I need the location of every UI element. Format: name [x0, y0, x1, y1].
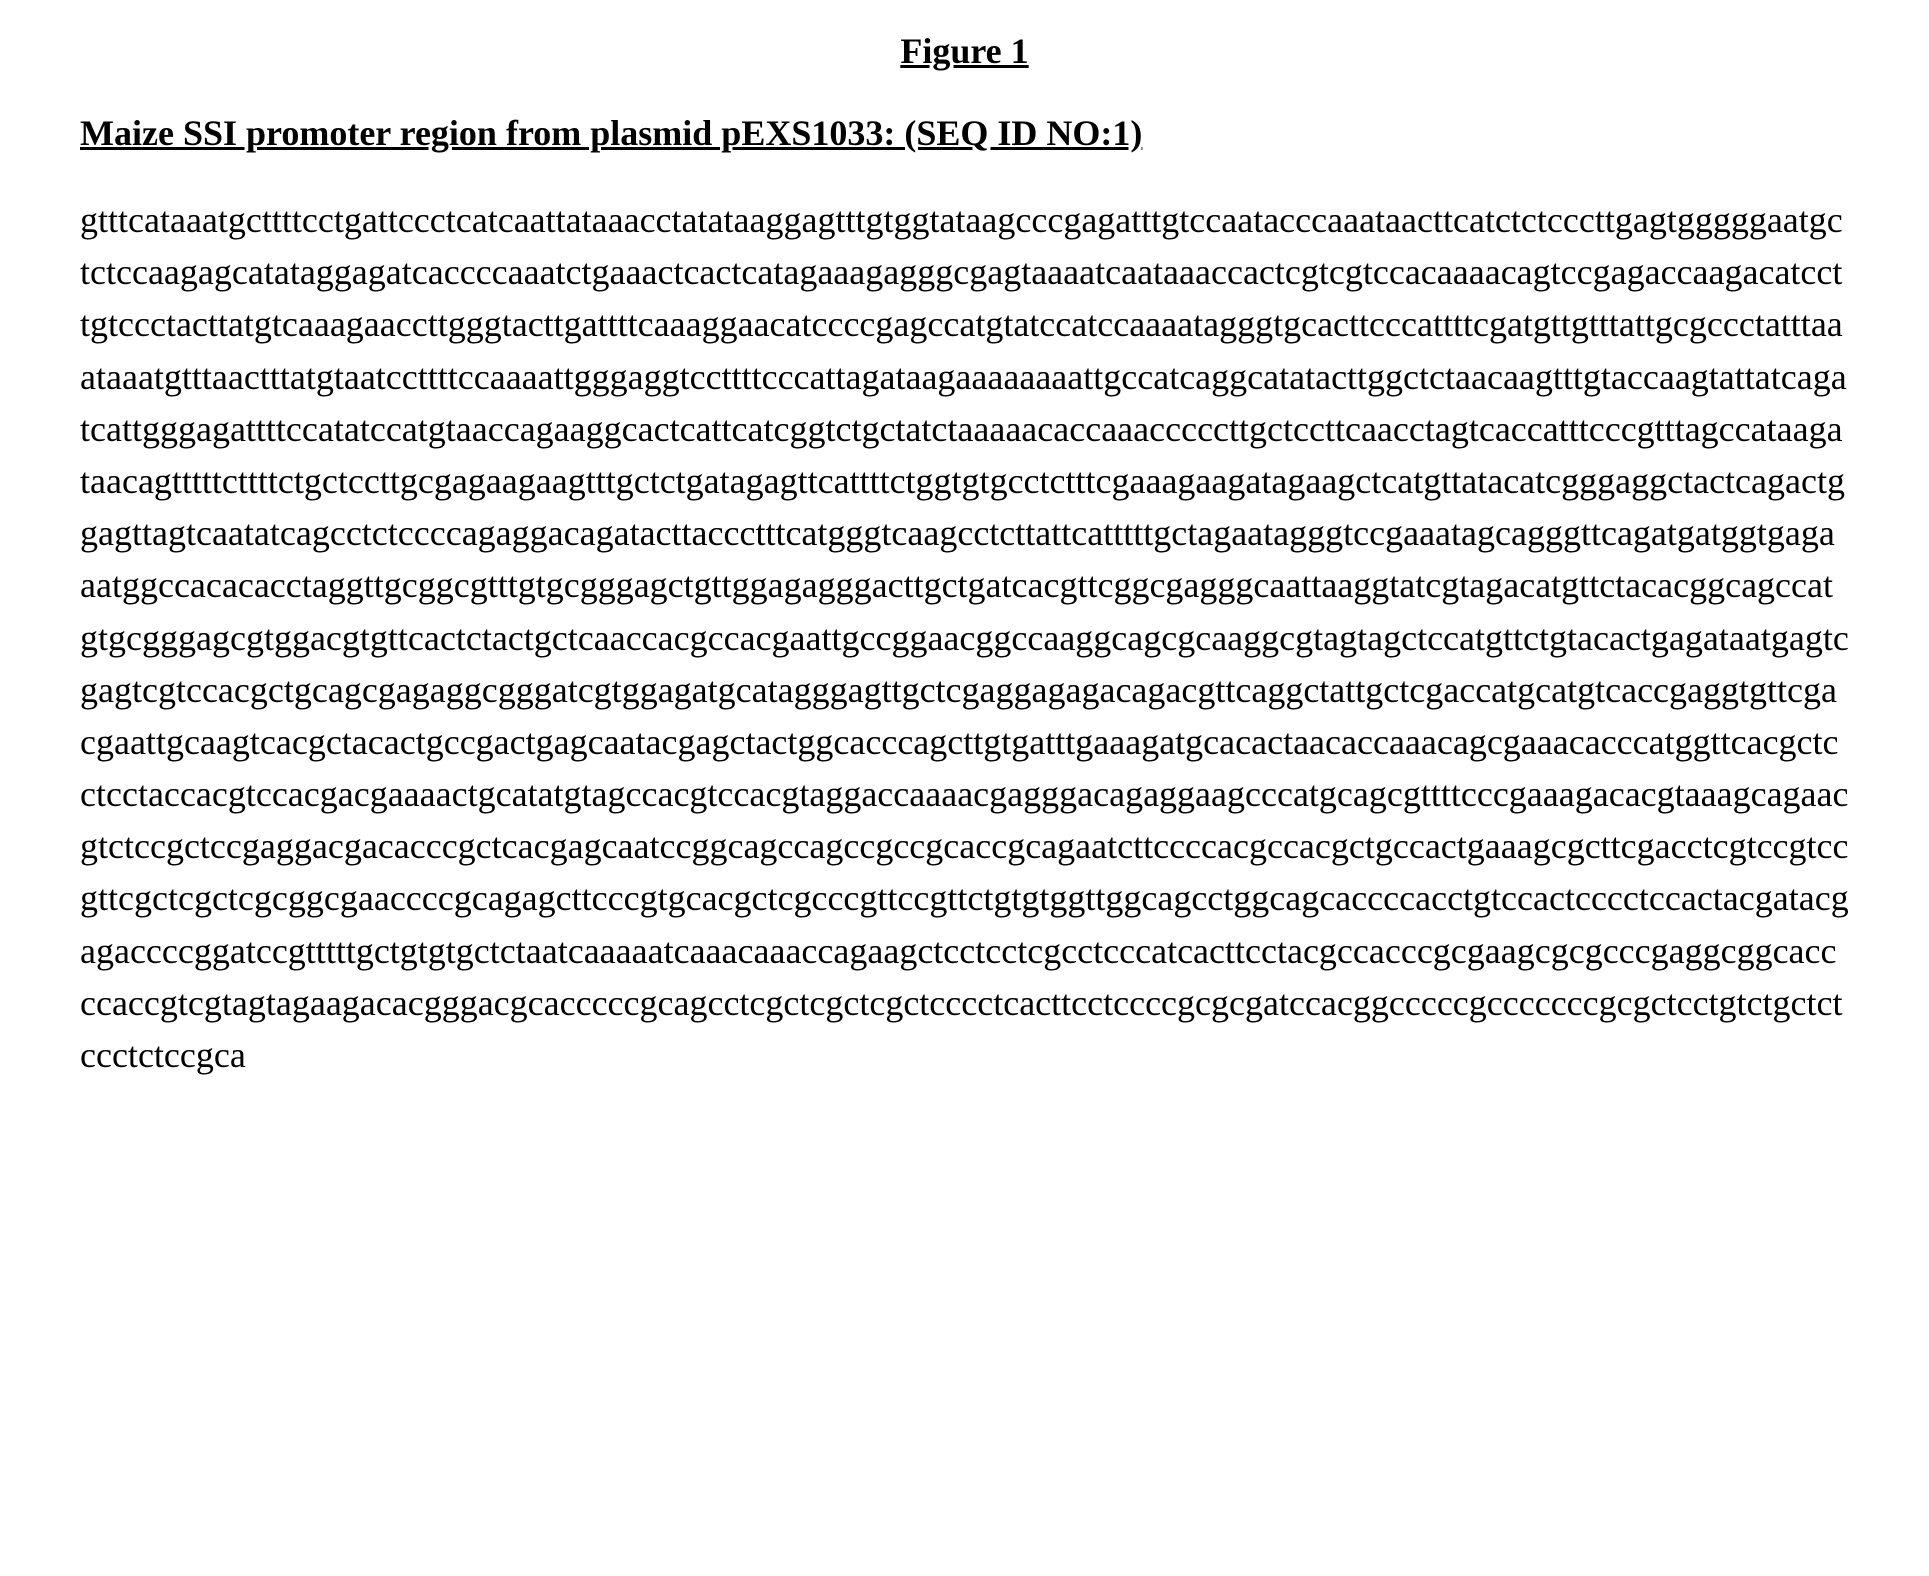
dna-sequence-text: gtttcataaatgcttttcctgattccctcatcaattataa… [80, 194, 1849, 1081]
figure-title: Figure 1 [80, 30, 1849, 72]
figure-page: Figure 1 Maize SSI promoter region from … [0, 0, 1929, 1141]
figure-subtitle: Maize SSI promoter region from plasmid p… [80, 112, 1849, 154]
